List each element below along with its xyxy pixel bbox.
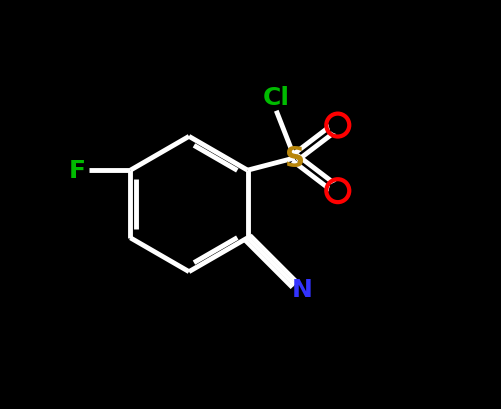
Text: Cl: Cl <box>263 85 290 109</box>
Text: S: S <box>285 144 305 173</box>
Circle shape <box>329 182 347 200</box>
Text: N: N <box>292 277 313 301</box>
Text: F: F <box>68 159 85 183</box>
Circle shape <box>329 117 347 135</box>
